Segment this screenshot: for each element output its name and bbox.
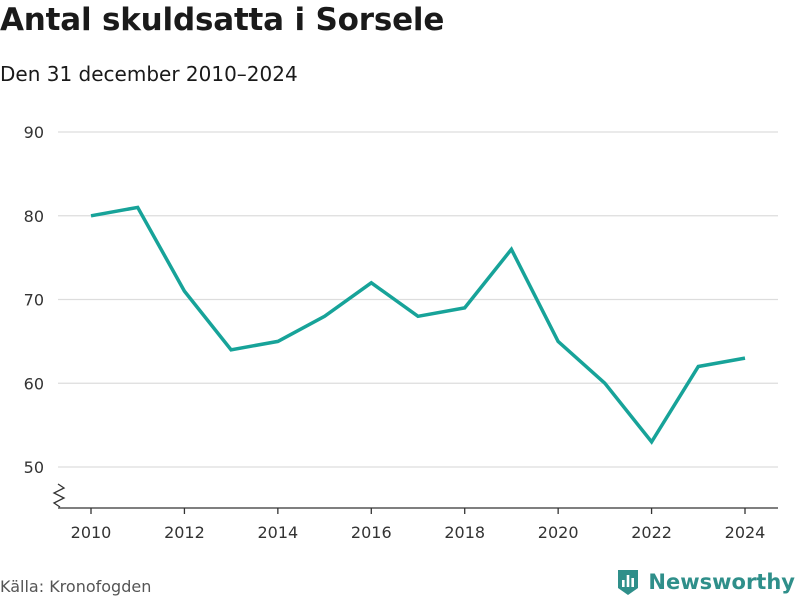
chart-title: Antal skuldsatta i Sorsele: [0, 2, 445, 38]
x-tick-label: 2022: [631, 523, 672, 542]
y-axis-labels: 50 60 70 80 90: [24, 123, 44, 477]
gridlines: [58, 131, 778, 468]
x-tick-label: 2012: [164, 523, 205, 542]
y-tick-label: 90: [24, 123, 44, 142]
x-tick-label: 2014: [257, 523, 298, 542]
brand-logo: Newsworthy: [616, 568, 795, 596]
newsworthy-logo-icon: [618, 570, 639, 595]
axis-break-icon: [52, 483, 66, 508]
y-tick-label: 80: [24, 207, 44, 226]
chart-subtitle: Den 31 december 2010–2024: [0, 62, 298, 86]
source-note: Källa: Kronofogden: [0, 577, 152, 596]
series-line: [90, 205, 746, 445]
brand-name: Newsworthy: [648, 570, 795, 594]
y-tick-label: 70: [24, 291, 44, 310]
x-tick-label: 2016: [351, 523, 392, 542]
data-series: [90, 205, 746, 445]
x-axis: 2010 2012 2014 2016 2018 2020 2022 2024: [52, 483, 778, 542]
y-tick-label: 50: [24, 458, 44, 477]
x-tick-label: 2020: [538, 523, 579, 542]
x-tick-label: 2010: [71, 523, 112, 542]
y-tick-label: 60: [24, 374, 44, 393]
x-tick-label: 2018: [444, 523, 485, 542]
x-tick-label: 2024: [725, 523, 766, 542]
